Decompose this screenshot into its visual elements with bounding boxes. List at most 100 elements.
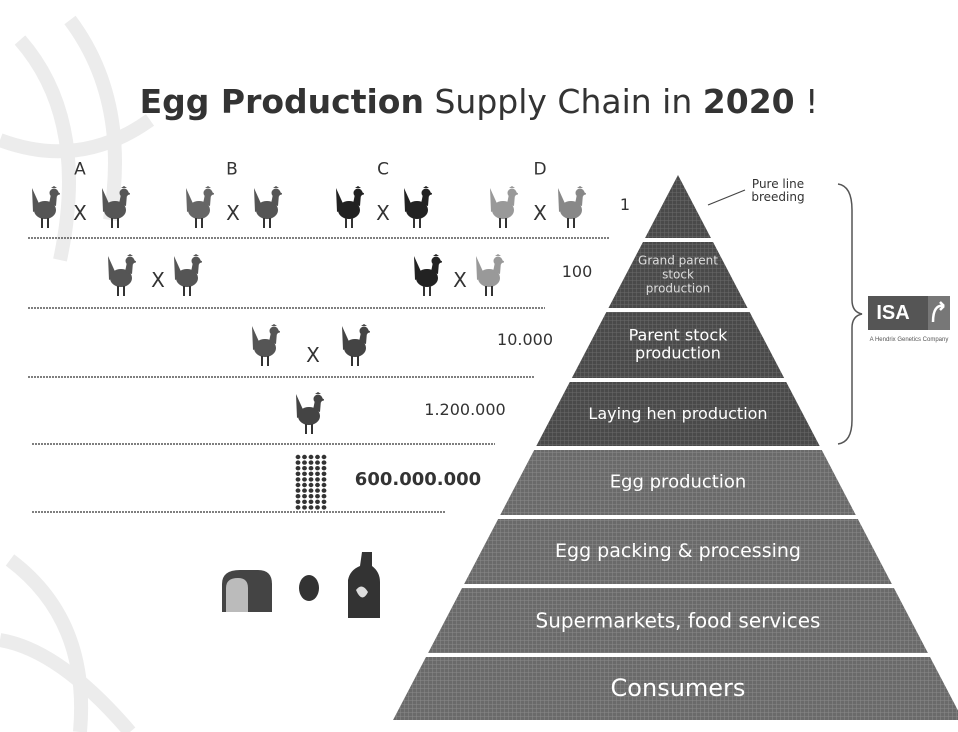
tier-label: Supermarkets, food services — [473, 609, 883, 632]
hen — [414, 254, 443, 296]
egg — [302, 466, 307, 470]
line-letter: A — [74, 161, 86, 180]
egg — [315, 460, 320, 464]
egg — [309, 472, 314, 476]
line-letter: D — [533, 161, 546, 180]
apex-note: Pure line breeding — [743, 178, 813, 204]
egg — [315, 472, 320, 476]
cross: X — [533, 202, 547, 224]
hen — [490, 186, 519, 228]
egg — [296, 466, 301, 470]
title: Egg Production Supply Chain in 2020 ! — [0, 82, 958, 121]
quantity: 600.000.000 — [355, 470, 481, 490]
note-pointer — [708, 190, 745, 205]
egg — [322, 500, 327, 504]
tier-label: Egg packing & processing — [509, 541, 847, 563]
egg — [296, 472, 301, 476]
egg — [302, 500, 307, 504]
egg — [315, 505, 320, 509]
hen — [32, 186, 61, 228]
egg — [322, 483, 327, 487]
tier-label: Laying hen production — [581, 405, 775, 423]
brace — [838, 184, 862, 444]
title-end: ! — [805, 82, 818, 121]
egg — [322, 477, 327, 481]
egg — [302, 477, 307, 481]
page: {"title": {"bold_lead": "Egg Production"… — [0, 0, 958, 732]
cross: X — [453, 269, 467, 291]
egg — [322, 466, 327, 470]
egg — [309, 483, 314, 487]
title-bold: Egg Production — [140, 82, 424, 121]
egg — [322, 488, 327, 492]
egg — [315, 477, 320, 481]
hen — [336, 186, 365, 228]
egg — [296, 494, 301, 498]
egg — [296, 483, 301, 487]
egg — [322, 455, 327, 459]
egg — [315, 466, 320, 470]
egg — [315, 488, 320, 492]
egg — [315, 500, 320, 504]
egg — [302, 460, 307, 464]
title-text: Supply Chain in — [434, 82, 692, 121]
line-letter: B — [226, 161, 238, 180]
egg — [309, 505, 314, 509]
egg — [296, 500, 301, 504]
hen — [186, 186, 215, 228]
title-year: 2020 — [703, 82, 795, 121]
pyramid-tier — [645, 175, 711, 238]
hen — [252, 324, 281, 366]
egg — [309, 466, 314, 470]
tier-label: Consumers — [437, 675, 919, 703]
hen — [342, 324, 371, 366]
hens — [32, 186, 587, 434]
tier-label: Grand parent stock production — [633, 254, 723, 295]
quantity: 10.000 — [497, 331, 553, 349]
egg — [309, 494, 314, 498]
egg — [302, 505, 307, 509]
egg — [315, 455, 320, 459]
logo-name: ISA — [876, 302, 909, 324]
logo-mark — [928, 296, 950, 330]
quantity: 1 — [620, 196, 630, 214]
hen — [404, 186, 433, 228]
egg — [309, 488, 314, 492]
hen — [108, 254, 137, 296]
egg — [296, 455, 301, 459]
egg — [309, 455, 314, 459]
egg — [309, 477, 314, 481]
egg — [322, 494, 327, 498]
egg — [315, 483, 320, 487]
tier-label: Egg production — [545, 472, 810, 493]
cross: X — [226, 202, 240, 224]
hen — [174, 254, 203, 296]
logo-tagline: A Hendrix Genetics Company — [870, 337, 949, 343]
hen — [296, 392, 325, 434]
egg — [296, 477, 301, 481]
cross: X — [73, 202, 87, 224]
line-letter: C — [377, 161, 389, 180]
egg — [322, 505, 327, 509]
egg — [296, 488, 301, 492]
cross: X — [376, 202, 390, 224]
hen — [558, 186, 587, 228]
cross: X — [306, 344, 320, 366]
background-decoration — [0, 20, 150, 732]
quantity: 1.200.000 — [424, 401, 505, 419]
cross: X — [151, 269, 165, 291]
hen — [476, 254, 505, 296]
egg — [322, 472, 327, 476]
tier-label: Parent stock production — [617, 327, 738, 364]
egg — [302, 494, 307, 498]
egg — [302, 455, 307, 459]
egg — [302, 483, 307, 487]
egg — [302, 488, 307, 492]
egg-stack — [296, 455, 327, 510]
egg — [296, 460, 301, 464]
quantity: 100 — [562, 263, 593, 281]
egg — [322, 460, 327, 464]
egg — [309, 500, 314, 504]
food-icons — [222, 552, 380, 618]
hen — [254, 186, 283, 228]
